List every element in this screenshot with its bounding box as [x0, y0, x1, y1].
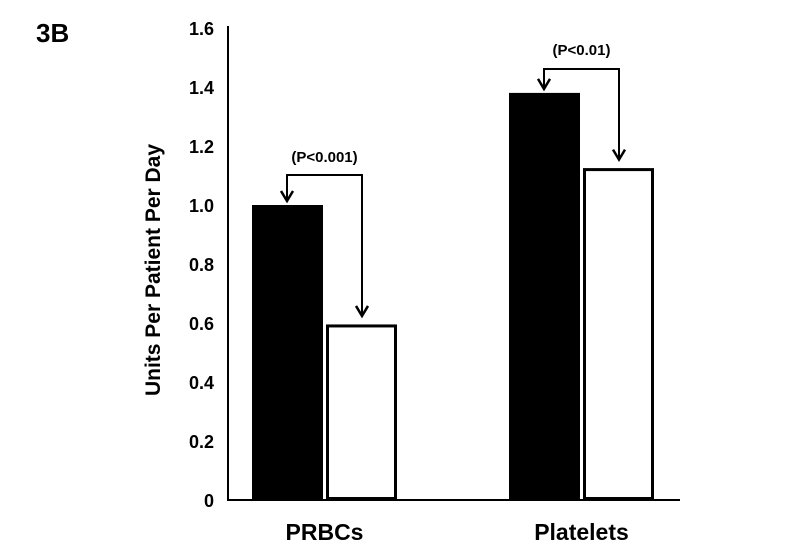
significance-bracket: [286, 174, 363, 316]
y-tick-label: 0.6: [189, 314, 214, 334]
panel-label: 3B: [36, 18, 69, 48]
p-value-label: (P<0.01): [553, 42, 611, 59]
arrow-head-icon: [279, 190, 295, 204]
y-tick-label: 1.6: [189, 19, 214, 39]
arrow-head-icon: [611, 148, 627, 163]
y-axis-label: Units Per Patient Per Day: [142, 144, 165, 396]
significance-bracket: [543, 68, 620, 160]
bar-prbcs-white: [326, 324, 397, 501]
y-tick-label: 0.2: [189, 432, 214, 452]
bar-prbcs-black: [252, 205, 323, 500]
y-tick-label: 0.4: [189, 373, 214, 393]
bar-platelets-white: [583, 168, 654, 500]
y-tick-label: 1.4: [189, 78, 214, 98]
bar-platelets-black: [509, 92, 580, 501]
arrow-head-icon: [536, 78, 552, 92]
y-tick-label: 1.2: [189, 137, 214, 157]
x-tick-label: Platelets: [534, 519, 629, 545]
arrow-head-icon: [354, 305, 370, 319]
y-tick-label: 1.0: [189, 196, 214, 216]
x-tick-label: PRBCs: [286, 519, 364, 545]
y-tick-label: 0.8: [189, 255, 214, 275]
p-value-label: (P<0.001): [291, 149, 357, 166]
y-tick-label: 0: [204, 491, 214, 511]
